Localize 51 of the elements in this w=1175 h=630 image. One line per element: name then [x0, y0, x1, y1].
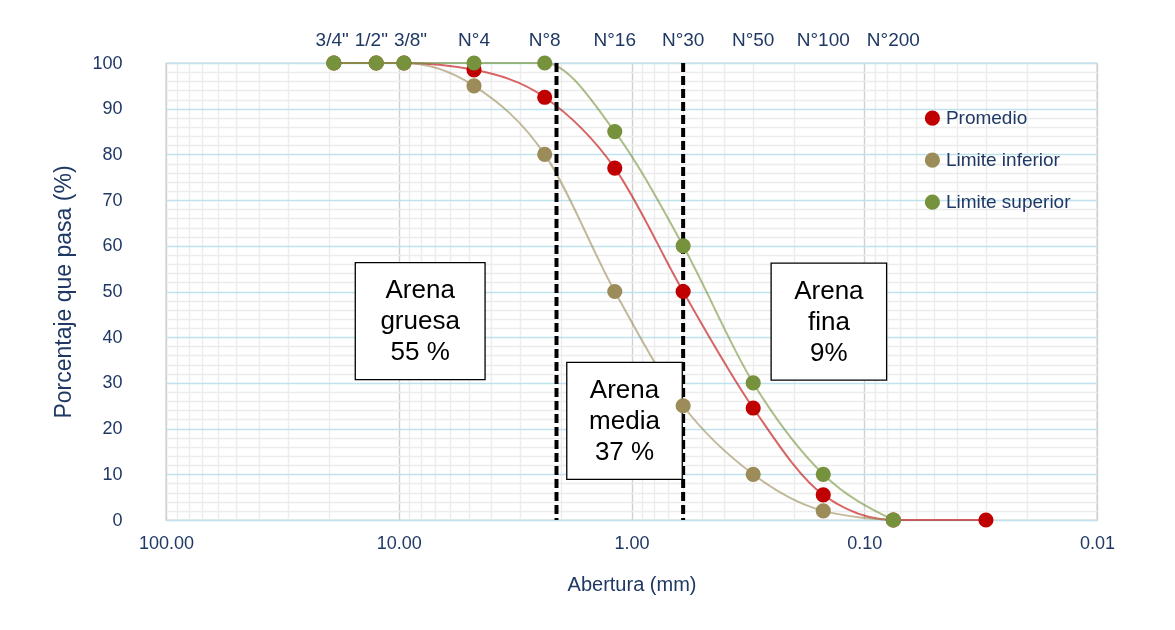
point — [466, 55, 482, 71]
text: N°16 — [593, 29, 636, 50]
x-tick-label: 1.00 — [614, 532, 650, 553]
legend-label: Limite inferior — [945, 149, 1061, 171]
legend-label: Limite superior — [945, 191, 1072, 213]
y-tick-label: 0 — [112, 509, 123, 530]
legend-label: Promedio — [945, 107, 1028, 129]
point — [675, 283, 691, 300]
x-tick-label: 0.10 — [847, 532, 883, 553]
point — [607, 123, 623, 140]
point — [537, 146, 553, 162]
y-tick-label: 80 — [102, 143, 123, 164]
point — [466, 78, 482, 94]
point — [675, 238, 691, 254]
point — [537, 89, 553, 105]
text: 3/8" — [393, 29, 428, 50]
point — [745, 375, 761, 391]
x-tick-label: 0.01 — [1079, 532, 1116, 553]
y-tick-label: 40 — [102, 326, 123, 347]
point — [745, 400, 761, 416]
y-tick-label: 100 — [92, 52, 123, 73]
x-tick-label: 10.00 — [376, 532, 422, 553]
point — [815, 487, 831, 503]
point — [607, 283, 623, 300]
point — [815, 503, 831, 519]
point — [815, 466, 831, 482]
point — [607, 160, 623, 176]
point — [675, 398, 691, 414]
point — [745, 466, 761, 482]
text: N°100 — [796, 29, 850, 50]
y-tick-label: 30 — [102, 372, 123, 393]
annotation: Arena media 37 % — [589, 373, 661, 466]
annotation: Arena gruesa 55 % — [380, 274, 461, 367]
text: N°8 — [528, 29, 561, 50]
y-tick-label: 50 — [102, 281, 123, 301]
y-tick-label: 20 — [102, 418, 123, 439]
y-tick-label: 10 — [102, 463, 123, 484]
annotation: Arena fina 9% — [794, 274, 865, 367]
text: N°50 — [731, 29, 775, 50]
y-axis-title: Porcentaje que pasa (%) — [50, 165, 77, 419]
x-axis-title: Abertura (mm) — [567, 572, 697, 595]
y-tick-label: 60 — [102, 235, 123, 256]
y-tick-label: 70 — [102, 189, 123, 210]
text: 3/4" — [315, 29, 349, 50]
x-tick-label: 100.00 — [138, 532, 195, 553]
text: N°4 — [458, 29, 491, 50]
y-tick-label: 90 — [102, 98, 123, 119]
text: 1/2" — [354, 29, 388, 50]
text: N°30 — [661, 29, 705, 50]
point — [537, 55, 553, 71]
text: N°200 — [866, 29, 920, 50]
